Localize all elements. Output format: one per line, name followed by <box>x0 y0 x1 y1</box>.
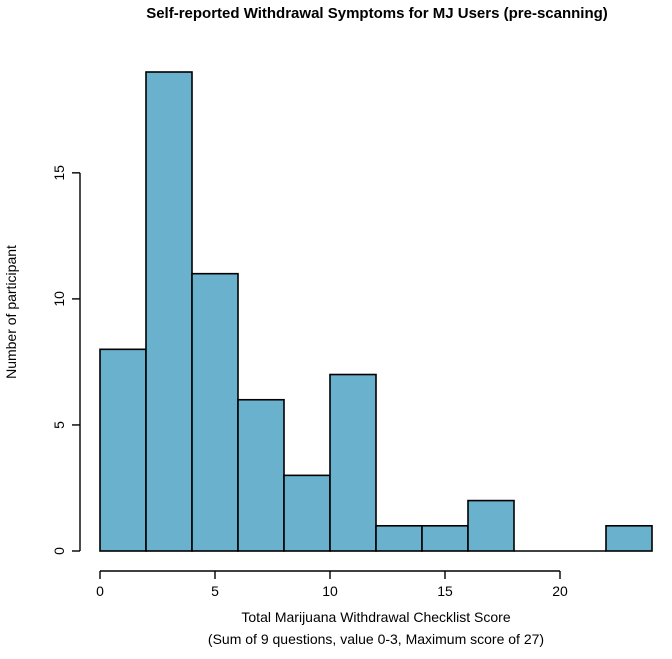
bar-8-10 <box>283 474 331 552</box>
y-tick-label: 0 <box>51 547 67 555</box>
bar-10-12 <box>329 373 377 552</box>
y-tick-label: 5 <box>51 421 67 429</box>
y-tick-label: 10 <box>51 291 67 307</box>
x-axis-sublabel: (Sum of 9 questions, value 0-3, Maximum … <box>208 631 544 647</box>
x-axis-label: Total Marijuana Withdrawal Checklist Sco… <box>241 609 510 625</box>
bar-14-16 <box>421 524 469 552</box>
bar-22-24 <box>605 524 653 552</box>
x-tick-label: 0 <box>96 583 104 599</box>
bars <box>99 71 653 552</box>
bar-4-6 <box>191 272 239 552</box>
x-tick-label: 5 <box>211 583 219 599</box>
x-axis: 0 5 10 15 20 <box>96 570 568 599</box>
bar-12-14 <box>375 524 423 552</box>
x-tick-label: 20 <box>552 583 568 599</box>
bar-6-8 <box>237 398 285 552</box>
bar-16-18 <box>467 499 515 552</box>
chart-title: Self-reported Withdrawal Symptoms for MJ… <box>146 5 608 22</box>
bar-2-4 <box>145 71 193 552</box>
y-axis-label: Number of participant <box>3 245 19 379</box>
x-tick-label: 15 <box>437 583 453 599</box>
bar-0-2 <box>99 348 147 552</box>
x-tick-label: 10 <box>322 583 338 599</box>
y-tick-label: 15 <box>51 165 67 181</box>
y-axis: 0 5 10 15 <box>51 165 81 555</box>
